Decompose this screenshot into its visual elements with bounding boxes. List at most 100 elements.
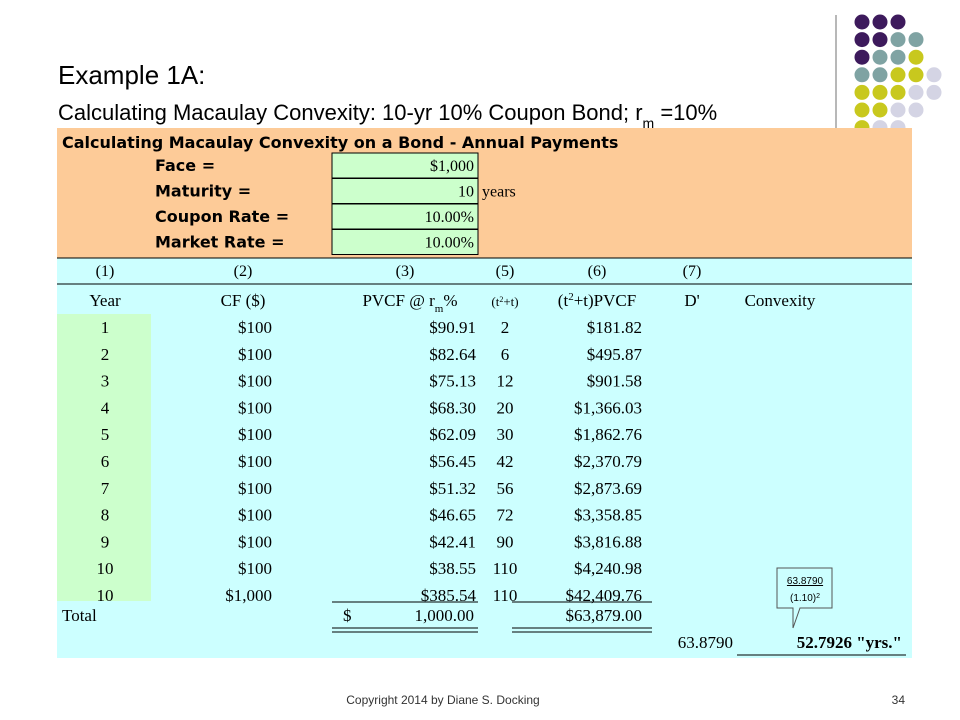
sheet-table-area (57, 258, 912, 658)
text-part: Calculating Macaulay Convexity: 10-yr 10… (58, 100, 643, 125)
cell: $4,240.98 (574, 559, 642, 578)
input-unit: years (482, 184, 516, 201)
cell: $100 (238, 318, 272, 337)
cell: 12 (497, 372, 514, 391)
cell: $1,000 (225, 586, 272, 605)
dot (890, 102, 906, 118)
text-part: (t (558, 291, 569, 310)
dot (854, 102, 870, 118)
column-header: Convexity (745, 291, 816, 310)
cell: $100 (238, 532, 272, 551)
cell: 10 (97, 559, 114, 578)
page-number: 34 (892, 693, 906, 707)
text-part: D' (684, 291, 699, 310)
text-part: % (443, 291, 457, 310)
text-part: 2 (568, 291, 574, 303)
cell: $90.91 (429, 318, 476, 337)
cell: $385.54 (421, 586, 477, 605)
total-label: Total (62, 606, 97, 625)
dot (854, 67, 870, 83)
cell: $901.58 (587, 372, 642, 391)
input-cell (331, 229, 479, 255)
cell: 110 (493, 559, 518, 578)
text-part: =10% (654, 100, 717, 125)
column-header: PVCF @ rm% (362, 291, 457, 315)
input-label: Maturity = (155, 182, 251, 201)
cell: 5 (101, 425, 110, 444)
cell: $2,370.79 (574, 452, 642, 471)
dot (854, 32, 870, 48)
cell: $100 (238, 345, 272, 364)
cell: $68.30 (429, 398, 476, 417)
dot (854, 84, 870, 100)
column-number: (5) (496, 263, 515, 280)
column-header: CF ($) (221, 291, 266, 310)
column-number: (6) (588, 263, 607, 280)
cell: 2 (501, 318, 510, 337)
text-part: Convexity (745, 291, 816, 310)
sheet: Calculating Macaulay Convexity on a Bond… (62, 133, 906, 656)
cell: 6 (501, 345, 510, 364)
text-part: (1.10) (790, 593, 816, 604)
cell: $100 (238, 372, 272, 391)
cell: $100 (238, 425, 272, 444)
column-header: D' (684, 291, 699, 310)
sheet-heading: Calculating Macaulay Convexity on a Bond… (62, 133, 618, 152)
dot (872, 32, 888, 48)
column-number: (1) (96, 263, 115, 280)
dot (908, 32, 924, 48)
dot (890, 14, 906, 30)
cell: $100 (238, 559, 272, 578)
cell: $100 (238, 506, 272, 525)
column-header: Year (89, 291, 121, 310)
input-label: Coupon Rate = (155, 207, 289, 226)
column-number: (7) (683, 263, 702, 280)
cell: $82.64 (429, 345, 476, 364)
callout-numerator: 63.8790 (787, 576, 824, 587)
result-duration: 63.8790 (678, 633, 733, 652)
input-value: 10 (458, 184, 474, 201)
total-pvcf: 1,000.00 (415, 606, 475, 625)
callout-box (776, 567, 833, 629)
cell: 56 (497, 479, 514, 498)
text-part: m (643, 115, 655, 131)
cell: 1 (101, 318, 110, 337)
input-value: 10.00% (425, 235, 474, 252)
cell: 4 (101, 398, 110, 417)
year-column (57, 314, 151, 601)
total-currency: $ (343, 606, 352, 625)
dot (872, 49, 888, 65)
input-label: Face = (155, 156, 215, 175)
cell: $3,816.88 (574, 532, 642, 551)
input-value: $1,000 (430, 158, 474, 175)
cell: $42,409.76 (566, 586, 643, 605)
cell: 90 (497, 532, 514, 551)
title: Example 1A: (58, 60, 205, 90)
column-header: (t2+t)PVCF (558, 291, 636, 310)
cell: $100 (238, 452, 272, 471)
cell: $51.32 (429, 479, 476, 498)
cell: 110 (493, 586, 518, 605)
cell: 7 (101, 479, 110, 498)
dot (890, 32, 906, 48)
dot (872, 102, 888, 118)
dot (872, 67, 888, 83)
dot (908, 49, 924, 65)
text-part: 2 (816, 593, 820, 600)
text-part: PVCF @ r (362, 291, 435, 310)
cell: 10 (97, 586, 114, 605)
dot (908, 102, 924, 118)
cell: 3 (101, 372, 110, 391)
input-cell (331, 203, 479, 230)
cell: $100 (238, 479, 272, 498)
column-number: (3) (396, 263, 415, 280)
cell: $42.41 (429, 532, 476, 551)
text-part: CF ($) (221, 291, 266, 310)
cell: $1,366.03 (574, 398, 642, 417)
copyright: Copyright 2014 by Diane S. Docking (346, 693, 539, 707)
cell: $62.09 (429, 425, 476, 444)
sheet-input-area (57, 128, 912, 258)
cell: 9 (101, 532, 110, 551)
column-number: (2) (234, 263, 253, 280)
